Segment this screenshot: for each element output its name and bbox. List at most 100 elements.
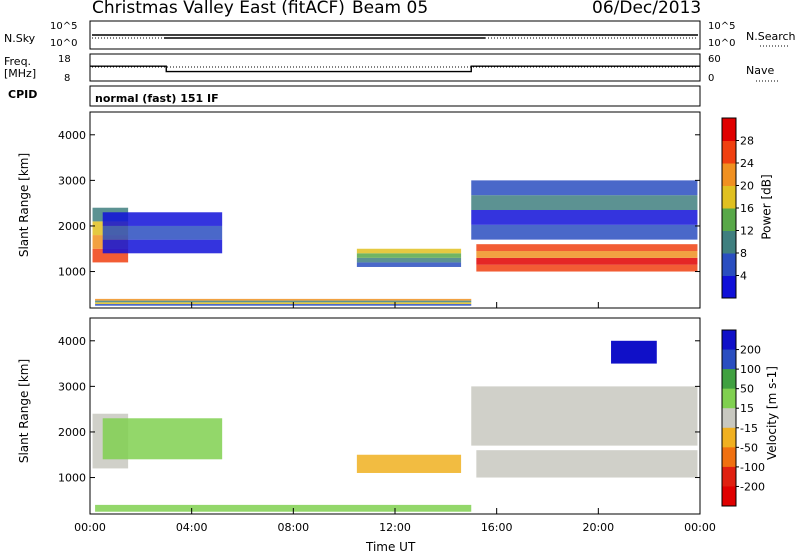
power-colorbar-tick-label: 4 [740,270,747,283]
velocity-colorbar-frame [721,329,737,507]
nsky-tick-top: 10^5 [50,21,78,32]
power-echo-cell [356,253,462,258]
power-echo-cell [476,264,698,272]
velocity-colorbar-segment [722,486,736,507]
cpid-value: normal (fast) 151 IF [95,92,219,105]
power-colorbar-segment [722,185,736,209]
power-colorbar-segment [722,118,736,141]
velocity-echo-cell [471,386,698,446]
power-echo-cell [95,298,472,301]
velocity-echo-cell [95,504,472,512]
power-colorbar-segment [722,163,736,186]
power-colorbar-segment [722,140,736,164]
power-colorbar-tick-label: 20 [740,180,754,193]
power-colorbar-tick-label: 16 [740,202,754,215]
power-echo-cell [95,300,472,303]
velocity-colorbar-segment [722,427,736,448]
x-tick-label: 00:00 [74,521,106,534]
power-echo-cell [471,180,698,196]
nave-label: Nave [746,64,775,77]
power-colorbar-label: Power [dB] [759,174,774,240]
y-tick-label: 3000 [58,380,86,393]
nsearch-tick-bottom: 10^0 [708,38,736,49]
velocity-colorbar-tick-label: -200 [740,480,765,493]
nave-tick-bottom: 0 [708,73,715,84]
velocity-colorbar-segment [722,408,736,429]
x-tick-label: 12:00 [379,521,411,534]
noise-panel [89,20,701,50]
velocity-colorbar-tick-label: 50 [740,383,754,396]
x-tick-label: 00:00 [684,521,716,534]
freq-unit: [MHz] [4,67,37,80]
plot-title-date: 06/Dec/2013 [592,0,702,18]
cpid-label: CPID [8,88,38,101]
power-echo-cell [471,195,698,210]
power-echo-cell [476,244,698,252]
y-tick-label: 4000 [58,335,86,348]
y-tick-label: 1000 [58,266,86,279]
velocity-ylabel: Slant Range [km] [17,358,32,464]
power-colorbar-segment [722,230,736,254]
power-ylabel: Slant Range [km] [17,152,32,258]
x-tick-label: 08:00 [277,521,309,534]
y-tick-label: 1000 [58,472,86,485]
power-panel [89,111,701,309]
velocity-colorbar-segment [722,466,736,487]
velocity-echo-cell [356,454,462,473]
power-echo-cell [471,224,698,240]
power-colorbar-tick-label: 12 [740,225,754,238]
power-echo-cell [476,257,698,265]
plot-title-station: Christmas Valley East (fitACF) [92,0,345,18]
nsearch-label: N.Search [746,30,796,43]
velocity-colorbar-segment [722,369,736,390]
power-colorbar-segment [722,208,736,231]
velocity-colorbar-tick-label: 15 [740,402,754,415]
power-echo-cell [476,251,698,258]
velocity-colorbar-tick-label: 100 [740,363,761,376]
nsearch-tick-top: 10^5 [708,21,736,32]
y-tick-label: 3000 [58,174,86,187]
power-colorbar-tick-label: 24 [740,157,754,170]
y-tick-label: 2000 [58,426,86,439]
nave-tick-top: 60 [708,54,721,65]
freq-label: Freq. [4,55,32,68]
freq-tick-top: 18 [58,54,71,65]
velocity-echo-cell [476,450,698,478]
power-echo-cell [356,248,462,254]
velocity-colorbar-tick-label: -15 [740,422,758,435]
nsky-tick-bottom: 10^0 [50,38,78,49]
y-tick-label: 2000 [58,220,86,233]
x-tick-label: 04:00 [176,521,208,534]
velocity-colorbar-tick-label: -50 [740,441,758,454]
x-tick-label: 16:00 [481,521,513,534]
freq-panel [89,53,701,82]
freq-series [90,65,700,73]
power-colorbar-segment [722,253,736,276]
velocity-panel [89,317,701,515]
velocity-colorbar-tick-label: -100 [740,461,765,474]
velocity-colorbar-tick-label: 200 [740,344,761,357]
nsky-label: N.Sky [4,32,36,45]
power-echo-cell [95,304,472,306]
x-axis-label: Time UT [366,540,416,554]
velocity-echo-cell [102,418,223,460]
x-tick-label: 20:00 [582,521,614,534]
power-echo-cell [356,257,462,263]
power-colorbar-tick-label: 28 [740,135,754,148]
power-echo-cell [471,210,698,225]
power-colorbar-tick-label: 8 [740,247,747,260]
velocity-echo-cell [611,340,657,364]
velocity-colorbar-segment [722,330,736,351]
power-echo-cell [102,239,223,254]
power-echo-cell [356,262,462,267]
power-echo-cell [95,302,472,305]
y-tick-label: 4000 [58,129,86,142]
power-echo-cell [102,212,223,226]
power-echo-cell [102,225,223,240]
power-colorbar-segment [722,275,736,299]
velocity-colorbar-segment [722,388,736,409]
velocity-colorbar-segment [722,447,736,468]
freq-tick-bottom: 8 [64,73,71,84]
plot-title-beam: Beam 05 [352,0,429,18]
